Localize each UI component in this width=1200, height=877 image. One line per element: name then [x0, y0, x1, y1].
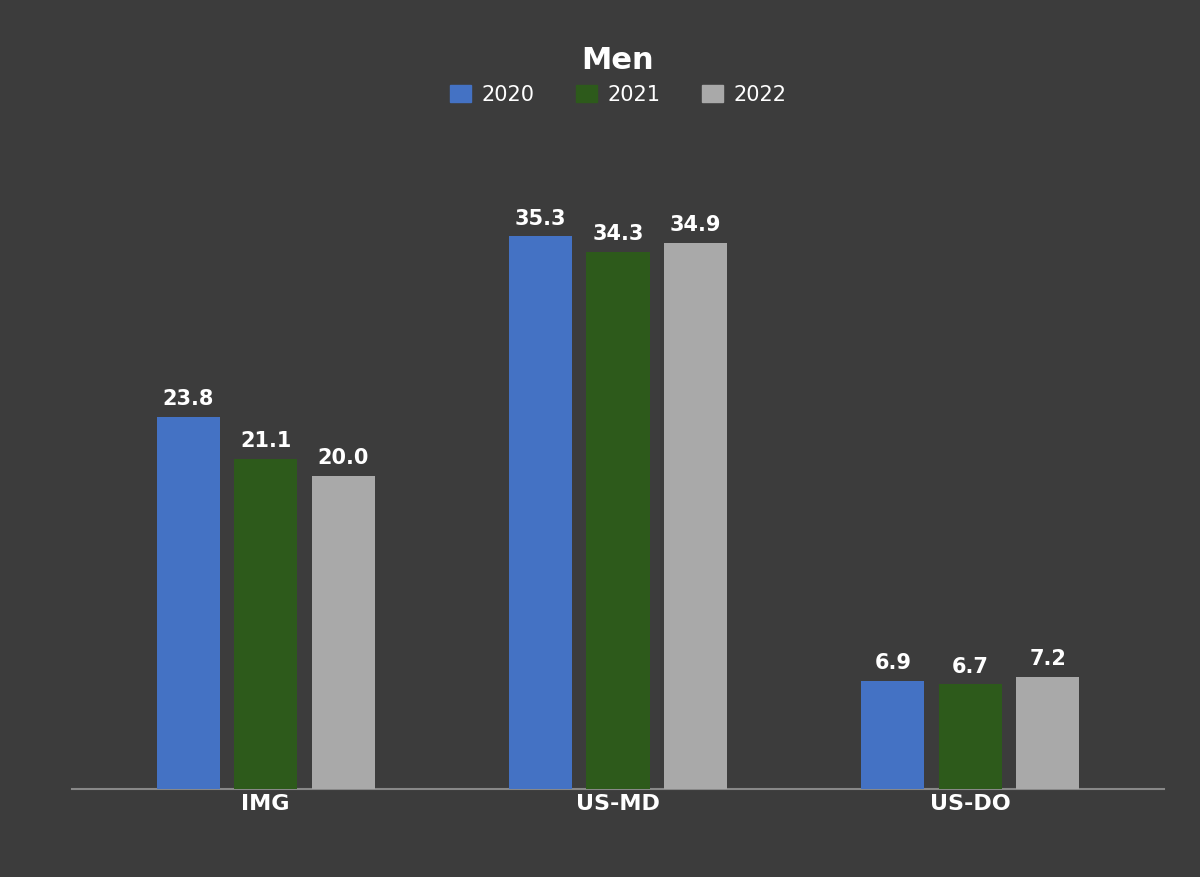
Text: 20.0: 20.0: [318, 448, 368, 468]
Text: 34.9: 34.9: [670, 215, 721, 235]
Text: 6.9: 6.9: [875, 653, 911, 674]
Text: 35.3: 35.3: [515, 209, 566, 229]
Bar: [312, 476, 374, 789]
Bar: [156, 417, 220, 789]
Text: 7.2: 7.2: [1030, 649, 1066, 669]
Text: 23.8: 23.8: [162, 389, 214, 409]
Bar: [862, 681, 924, 789]
Bar: [1016, 676, 1080, 789]
Text: 6.7: 6.7: [952, 657, 989, 676]
Bar: [234, 459, 298, 789]
Text: 34.3: 34.3: [593, 225, 643, 245]
Legend: 2020, 2021, 2022: 2020, 2021, 2022: [442, 76, 794, 113]
Text: 21.1: 21.1: [240, 431, 292, 451]
Title: Men: Men: [582, 46, 654, 75]
Bar: [587, 253, 649, 789]
Bar: [509, 237, 572, 789]
Bar: [938, 684, 1002, 789]
Bar: [664, 243, 727, 789]
